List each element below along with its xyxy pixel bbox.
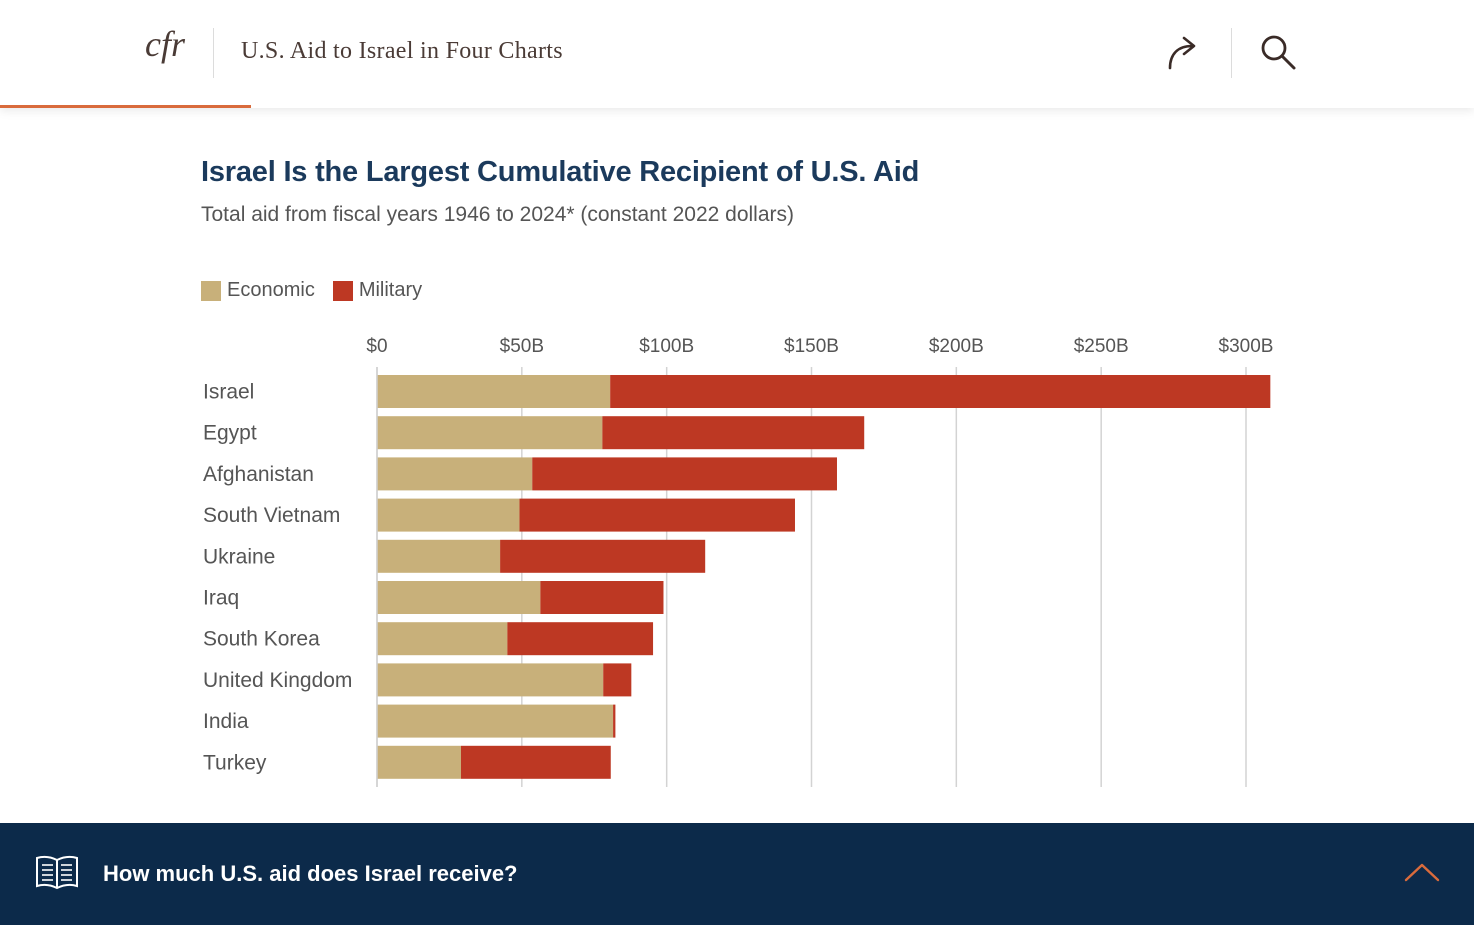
category-label: Turkey [203, 751, 267, 774]
logo-text: cfr [145, 24, 186, 64]
bottom-bar[interactable] [0, 823, 1474, 925]
x-tick-label: $250B [1074, 336, 1129, 357]
x-tick-label: $300B [1219, 336, 1274, 357]
bar-military [540, 581, 664, 614]
bar-economic [377, 539, 501, 573]
category-label: Egypt [203, 422, 257, 445]
bar-economic [377, 622, 508, 656]
bar-economic [377, 498, 520, 532]
bar-military [519, 498, 795, 532]
x-tick-label: $200B [929, 336, 984, 357]
bar-military [613, 704, 616, 738]
category-label: Ukraine [203, 545, 275, 568]
cfr-logo[interactable]: cfr [143, 18, 193, 78]
page-title: U.S. Aid to Israel in Four Charts [241, 38, 563, 64]
open-book-icon [34, 854, 80, 892]
search-icon[interactable] [1258, 32, 1298, 72]
bar-military [610, 375, 1271, 408]
x-tick-label: $100B [639, 336, 694, 357]
legend-label-economic: Economic [227, 279, 315, 301]
bar-military [461, 745, 611, 779]
chevron-up-icon[interactable] [1402, 858, 1442, 886]
x-tick-label: $0 [366, 336, 387, 357]
bottom-bar-question[interactable]: How much U.S. aid does Israel receive? [103, 861, 518, 886]
category-label: South Korea [203, 628, 320, 651]
bar-economic [377, 457, 533, 491]
bar-military [500, 539, 706, 573]
legend-label-military: Military [358, 279, 423, 301]
bar-economic [377, 416, 603, 450]
legend-item-economic: Economic [201, 279, 315, 302]
chart-subtitle: Total aid from fiscal years 1946 to 2024… [201, 203, 794, 226]
category-label: Iraq [203, 587, 239, 610]
bar-military [602, 416, 865, 450]
x-tick-label: $50B [500, 336, 544, 357]
x-tick-label: $150B [784, 336, 839, 357]
bar-military [507, 622, 654, 656]
bar-military [532, 457, 837, 491]
bar-economic [377, 704, 614, 738]
category-label: India [203, 710, 249, 733]
legend-item-military: Military [332, 279, 423, 302]
category-label: Israel [203, 381, 254, 404]
share-arrow-icon[interactable] [1164, 34, 1200, 72]
legend-swatch-economic [201, 280, 221, 301]
bar-economic [377, 581, 541, 614]
bar-economic [377, 745, 462, 779]
category-label: South Vietnam [203, 504, 340, 527]
bar-economic [377, 663, 604, 697]
category-label: Afghanistan [203, 463, 314, 486]
header-divider-left [213, 28, 214, 78]
bar-economic [377, 375, 611, 408]
stacked-bar-chart: $0 $50B $100B $150B $200B $250B $300B Israel Egy… [203, 336, 1274, 787]
category-label: United Kingdom [203, 669, 352, 692]
top-header: cfr U.S. Aid to Israel in Four Charts [0, 0, 1474, 108]
chart-legend: Economic Military [201, 279, 422, 302]
chart-title: Israel Is the Largest Cumulative Recipie… [201, 156, 920, 188]
reading-progress-bar [0, 105, 251, 108]
legend-swatch-military [332, 280, 353, 301]
header-divider-right [1231, 28, 1232, 78]
bar-military [603, 663, 632, 697]
